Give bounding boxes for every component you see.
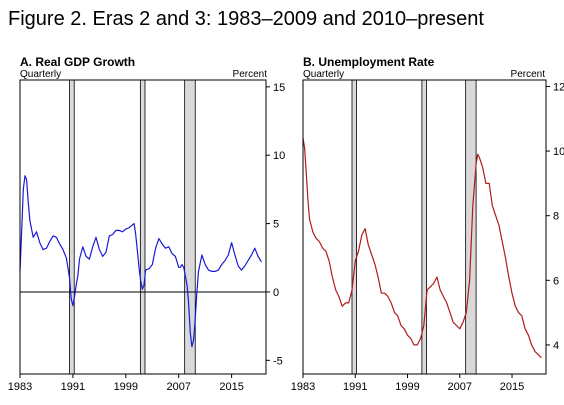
panel-b-x-tick-label: 1983 (291, 381, 315, 393)
panel-a-recession-bar (139, 79, 146, 375)
panel-a-plot-frame (19, 79, 267, 375)
panel-a-x-tick-label: 1991 (61, 381, 85, 393)
panel-a-frequency-label: Quarterly (20, 69, 61, 80)
panel-b-title: B. Unemployment Rate (303, 55, 435, 69)
panel-b: B. Unemployment Rate Quarterly Percent 1… (291, 55, 564, 393)
panel-b-recession-bar (465, 79, 477, 375)
figure-title: Figure 2. Eras 2 and 3: 1983–2009 and 20… (8, 8, 484, 30)
panel-a-y-tick-label: 5 (273, 219, 279, 231)
panel-a-title: A. Real GDP Growth (20, 55, 135, 69)
panel-b-y-tick-label: 8 (553, 211, 559, 223)
panel-b-x-tick-label: 2007 (448, 381, 472, 393)
panel-a-x-tick-label: 2015 (219, 381, 243, 393)
panel-b-y-tick-label: 12 (553, 81, 564, 93)
panel-b-frequency-label: Quarterly (303, 69, 344, 80)
panel-b-plot-frame (302, 79, 547, 375)
panel-b-y-tick-label: 10 (553, 146, 564, 158)
panel-a-unit-label: Percent (233, 69, 268, 80)
panel-b-unit-label: Percent (511, 69, 546, 80)
panel-a-y-tick-label: -5 (273, 355, 283, 367)
panel-b-y-tick-label: 4 (553, 340, 559, 352)
panel-a-y-tick-label: 10 (273, 150, 285, 162)
panel-b-x-tick-label: 1991 (343, 381, 367, 393)
panel-b-y-tick-label: 6 (553, 275, 559, 287)
panel-b-recession-bar (351, 79, 357, 375)
panel-a: A. Real GDP Growth Quarterly Percent 198… (8, 55, 285, 393)
panel-a-recession-bar (69, 79, 75, 375)
panel-b-x-tick-label: 1999 (395, 381, 419, 393)
panel-a-series-line (19, 175, 262, 348)
panel-b-plot-area: 1983 1991 1999 2007 2015 4 6 8 10 12 (291, 79, 564, 393)
panel-a-y-tick-label: 15 (273, 82, 285, 94)
panel-a-plot-area: 1983 1991 1999 2007 2015 -5 0 5 10 15 (8, 79, 285, 393)
panel-a-x-tick-label: 1983 (8, 381, 32, 393)
panel-a-x-tick-label: 2007 (166, 381, 190, 393)
panel-b-x-tick-label: 2015 (500, 381, 524, 393)
panel-b-series-line (302, 138, 542, 359)
panel-a-y-tick-label: 0 (273, 287, 279, 299)
panel-a-x-tick-label: 1999 (114, 381, 138, 393)
